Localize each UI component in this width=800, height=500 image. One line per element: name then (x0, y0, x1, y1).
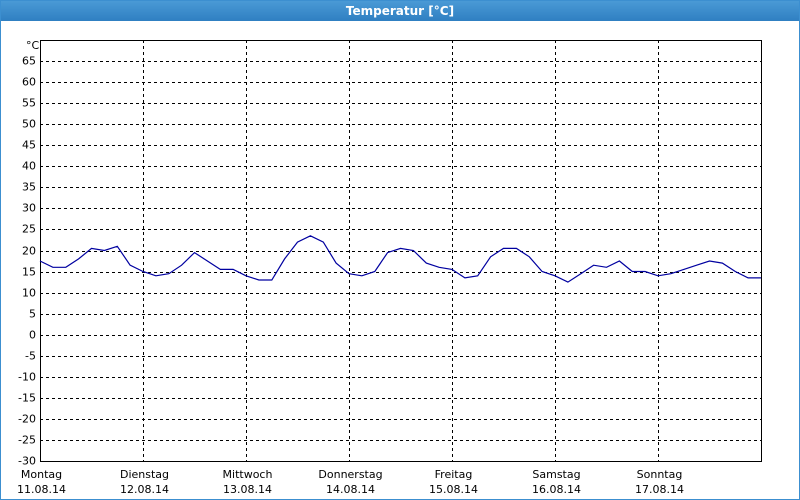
x-tick-label: Mittwoch (223, 468, 273, 481)
x-tick-date: 12.08.14 (120, 483, 169, 496)
chart-title: Temperatur [°C] (1, 1, 799, 21)
x-tick-label: Freitag (435, 468, 473, 481)
x-tick-date: 11.08.14 (17, 483, 66, 496)
y-tick-label: -15 (18, 392, 36, 405)
y-tick-label: -10 (18, 371, 36, 384)
y-tick-label: 55 (22, 97, 36, 110)
x-tick-date: 17.08.14 (635, 483, 684, 496)
temperature-line (39, 235, 761, 283)
y-tick-label: 25 (22, 223, 36, 236)
y-tick-label: -25 (18, 434, 36, 447)
x-tick-date: 13.08.14 (223, 483, 272, 496)
plot-frame (40, 40, 762, 462)
x-tick-label: Donnerstag (318, 468, 382, 481)
x-tick-label: Samstag (532, 468, 580, 481)
y-tick-label: 60 (22, 76, 36, 89)
y-tick-label: -20 (18, 413, 36, 426)
y-tick-label: 50 (22, 118, 36, 131)
x-tick-label: Sonntag (637, 468, 683, 481)
y-tick-label: 0 (29, 329, 36, 342)
y-tick-label: -30 (18, 455, 36, 468)
y-tick-label: 40 (22, 160, 36, 173)
y-tick-label: -5 (25, 350, 36, 363)
y-tick-label: 35 (22, 181, 36, 194)
y-tick-label: 45 (22, 139, 36, 152)
y-unit: °C (26, 39, 40, 52)
x-tick-label: Montag (21, 468, 62, 481)
y-tick-label: 20 (22, 245, 36, 258)
y-tick-label: 5 (29, 308, 36, 321)
x-tick-date: 14.08.14 (326, 483, 375, 496)
y-tick-label: 30 (22, 202, 36, 215)
y-tick-label: 10 (22, 287, 36, 300)
y-tick-label: 15 (22, 266, 36, 279)
x-tick-label: Dienstag (120, 468, 169, 481)
x-tick-date: 15.08.14 (429, 483, 478, 496)
x-tick-date: 16.08.14 (532, 483, 581, 496)
y-tick-label: 65 (22, 55, 36, 68)
